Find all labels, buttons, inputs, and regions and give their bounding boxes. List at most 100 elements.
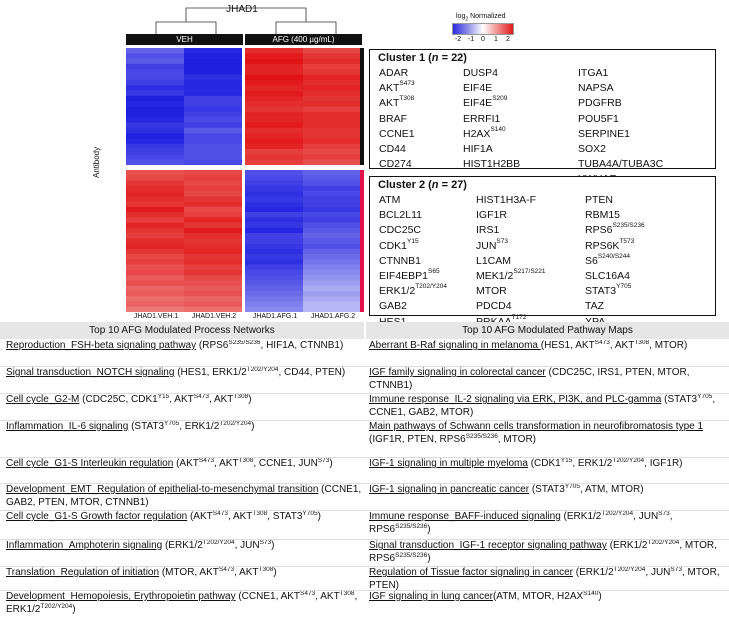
cluster2-heatmap-cell [303,269,362,276]
row-divider [0,393,729,394]
cluster2-heatmap-cell [245,264,303,271]
cluster2-heatmap-cell [126,275,184,281]
process-network-link[interactable]: Translation_Regulation of initiation [6,567,160,578]
pathway-map-link[interactable]: IGF signaling in lung cancer [369,591,493,602]
cluster2-heatmap-cell [184,222,242,229]
pathway-map-link[interactable]: Aberrant B-Raf signaling in melanoma [369,340,541,351]
process-network-cell: Reproduction_FSH-beta signaling pathway … [6,340,344,351]
pathway-map-link[interactable]: Main pathways of Schwann cells transform… [369,421,704,432]
cluster2-heatmap-cell [126,306,184,312]
process-network-link[interactable]: Inflammation_Amphoterin signaling [6,540,163,551]
process-network-link[interactable]: Cell cycle_G2-M [6,394,80,405]
cluster1-heatmap-cell [303,79,362,86]
pathway-map-cell: IGF signaling in lung cancer(ATM, MTOR, … [369,591,602,602]
cluster2-heatmap-cell [245,222,303,229]
cluster1-heatmap-cell [184,53,242,59]
pathway-map-cell: Aberrant B-Raf signaling in melanoma (HE… [369,340,688,351]
cluster2-heatmap-cell [184,306,242,312]
cluster2-heatmap-cell [303,233,362,239]
cluster1-heatmap-cell [126,63,184,70]
pathway-map-link[interactable]: IGF family signaling in colorectal cance… [369,367,546,378]
process-network-link[interactable]: Inflammation_IL-6 signaling [6,421,129,432]
cluster2-heatmap-cell [184,201,242,208]
column-label: JHAD1.AFG.2 [310,313,356,320]
row-divider [0,566,729,567]
cluster2-heatmap-cell [184,254,242,260]
row-divider [0,590,729,591]
cluster2-heatmap-cell [245,280,303,286]
process-network-link[interactable]: Reproduction_FSH-beta signaling pathway [6,340,197,351]
cluster1-heatmap-cell [126,133,184,139]
cluster2-heatmap-cell [126,248,184,255]
cluster2-heatmap-cell [303,201,362,208]
cluster2-heatmap-cell [303,175,362,181]
cluster2-heatmap-cell [126,217,184,223]
pathway-map-link[interactable]: Signal transduction_IGF-1 receptor signa… [369,540,607,551]
gene-name: SERPINE1 [578,127,630,140]
pathway-map-link[interactable]: Immune response_BAFF-induced signaling [369,511,561,522]
cluster1-heatmap-cell [303,122,362,129]
cluster1-heatmap-cell [184,101,242,107]
cluster1-heatmap-cell [303,133,362,139]
table-header-pathway: Top 10 AFG Modulated Pathway Maps [366,322,729,339]
process-network-link[interactable]: Cell cycle_G1-S Growth factor regulation [6,511,188,522]
cluster1-heatmap-cell [184,127,242,134]
row-divider [0,539,729,540]
cluster2-heatmap-cell [245,254,303,260]
cluster2-heatmap-cell [303,170,362,176]
cluster2-heatmap-cell [126,243,184,250]
cluster2-heatmap-cell [126,196,184,202]
cluster1-heatmap-cell [126,106,184,113]
gene-name: CCNE1 [379,127,415,140]
cluster1-heatmap-cell [303,63,362,70]
gene-name: PDCD4 [476,300,512,313]
gene-name: CDC25C [379,224,422,237]
cluster1-heatmap-cell [303,85,362,91]
gene-name: BCL2L11 [379,209,423,222]
pathway-map-cell: Main pathways of Schwann cells transform… [369,421,704,445]
row-divider [0,510,729,511]
cluster2-heatmap-cell [245,217,303,223]
gene-name: MTOR [476,285,507,298]
cluster2-heatmap-cell [126,254,184,260]
pathway-map-cell: Immune response_BAFF-induced signaling (… [369,511,673,535]
column-label: JHAD1.VEH.1 [133,313,179,320]
cluster1-heatmap-cell [303,69,362,75]
pathway-map-link[interactable]: IGF-1 signaling in multiple myeloma [369,458,528,469]
group-separator [243,48,245,312]
row-divider [0,366,729,367]
cluster1-title: Cluster 1 (n = 22) [378,52,467,64]
process-network-link[interactable]: Development_EMT_Regulation of epithelial… [6,484,319,495]
column-label: JHAD1.AFG.1 [252,313,298,320]
cluster1-heatmap-cell [126,74,184,81]
pathway-map-link[interactable]: Regulation of Tissue factor signaling in… [369,567,574,578]
process-network-link[interactable]: Cell cycle_G1-S Interleukin regulation [6,458,174,469]
table-header-process: Top 10 AFG Modulated Process Networks [0,322,364,339]
cluster1-sidebar [360,48,364,165]
cluster2-heatmap-cell [303,180,362,187]
cluster2-heatmap-cell [245,212,303,218]
cluster2-heatmap-cell [303,296,362,302]
cluster1-heatmap-cell [126,159,184,166]
cluster2-heatmap-cell [303,285,362,292]
process-network-link[interactable]: Development_Hemopoiesis, Erythropoietin … [6,591,236,602]
cluster2-heatmap-cell [126,201,184,208]
pathway-map-link[interactable]: Immune response_IL-2 signaling via ERK, … [369,394,662,405]
gene-name: RBM15 [585,209,621,222]
cluster1-heatmap-cell [245,79,303,86]
cluster1-heatmap-cell [303,48,362,54]
cluster2-heatmap-cell [303,217,362,223]
cluster1-heatmap-cell [126,154,184,160]
gene-name: ATM [379,194,401,206]
cluster2-heatmap-cell [184,212,242,218]
pathway-map-link[interactable]: IGF-1 signaling in pancreatic cancer [369,484,530,495]
cluster1-heatmap-cell [245,74,303,81]
cluster1-heatmap-cell [303,101,362,107]
legend-title-text: Normalized [470,13,506,20]
process-network-link[interactable]: Signal transduction_NOTCH signaling [6,367,175,378]
cluster2-heatmap-cell [184,175,242,181]
cluster2-heatmap-cell [245,191,303,197]
cluster2-heatmap-cell [126,227,184,234]
cluster1-heatmap-cell [184,159,242,166]
gene-name: POU5F1 [578,112,619,125]
